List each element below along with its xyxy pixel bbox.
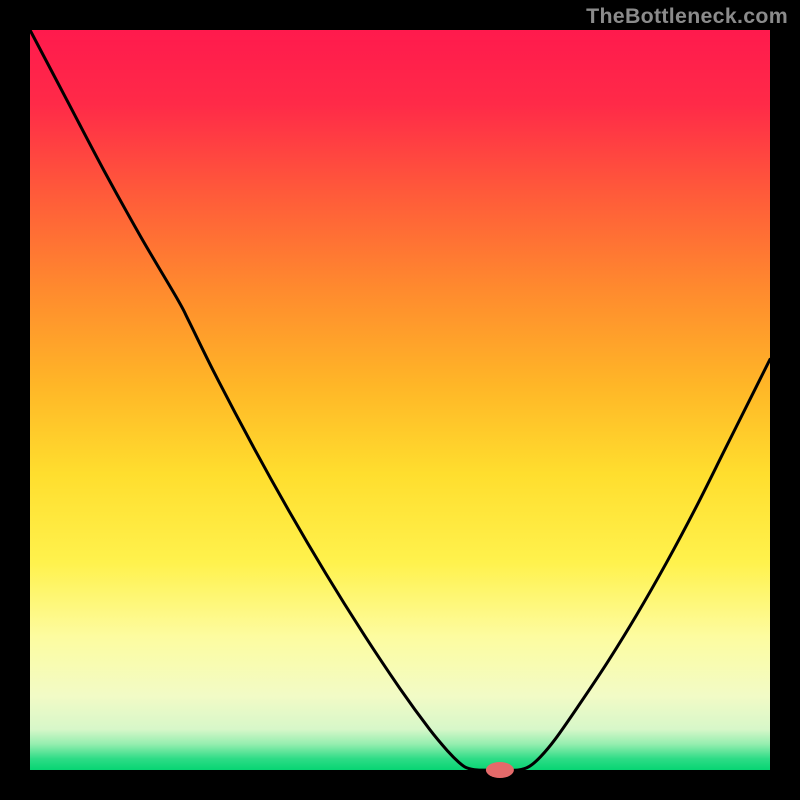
chart-root: { "watermark": { "text": "TheBottleneck.… [0,0,800,800]
watermark-text: TheBottleneck.com [586,4,788,29]
plot-background [30,30,770,770]
bottleneck-chart [0,0,800,800]
min-marker [486,762,514,778]
